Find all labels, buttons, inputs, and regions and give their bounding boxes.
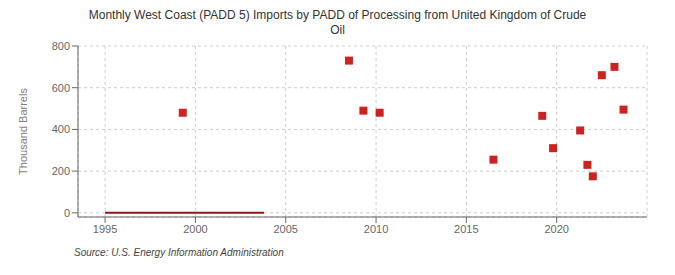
svg-text:600: 600 [52,82,70,94]
html-text:Monthly West Coast (PADD 5) Im: Monthly West Coast (PADD 5) Imports by P… [88,8,587,22]
svg-text:200: 200 [52,165,70,177]
svg-text:0: 0 [64,207,70,219]
svg-text:1995: 1995 [93,223,117,235]
html-text:Oil: Oil [330,23,345,37]
svg-text:2000: 2000 [183,223,207,235]
svg-text:400: 400 [52,123,70,135]
html-text:Source: U.S. Energy Informatio: Source: U.S. Energy Information Administ… [74,247,284,258]
svg-text:2005: 2005 [273,223,297,235]
svg-text:2010: 2010 [364,223,388,235]
svg-text:2015: 2015 [454,223,478,235]
svg-text:800: 800 [52,40,70,52]
svg-text:2020: 2020 [544,223,568,235]
svg-text:Thousand Barrels: Thousand Barrels [17,88,29,175]
